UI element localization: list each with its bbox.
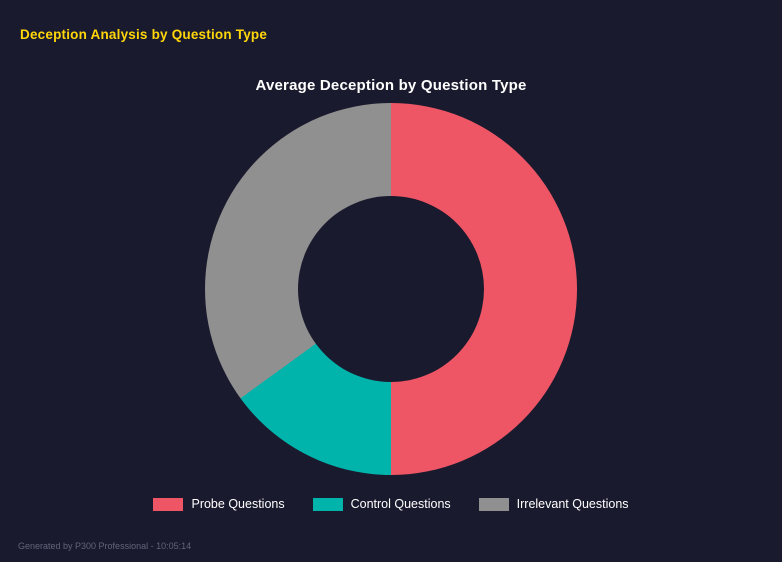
legend-swatch-control	[312, 497, 343, 511]
legend-swatch-irrelevant	[478, 497, 509, 511]
chart-legend: Probe Questions Control Questions Irrele…	[0, 497, 782, 511]
legend-label-control: Control Questions	[350, 497, 451, 511]
legend-item-probe[interactable]: Probe Questions	[153, 497, 285, 511]
legend-swatch-probe	[153, 497, 184, 511]
donut-hole	[298, 196, 484, 382]
donut-chart	[205, 103, 577, 475]
chart-title: Average Deception by Question Type	[255, 77, 527, 94]
legend-label-irrelevant: Irrelevant Questions	[516, 497, 629, 511]
donut-chart-area	[205, 103, 577, 475]
legend-item-control[interactable]: Control Questions	[312, 497, 451, 511]
page-title: Deception Analysis by Question Type	[20, 27, 268, 42]
legend-label-probe: Probe Questions	[191, 497, 285, 511]
footer-text: Generated by P300 Professional - 10:05:1…	[18, 541, 192, 551]
legend-item-irrelevant[interactable]: Irrelevant Questions	[478, 497, 629, 511]
